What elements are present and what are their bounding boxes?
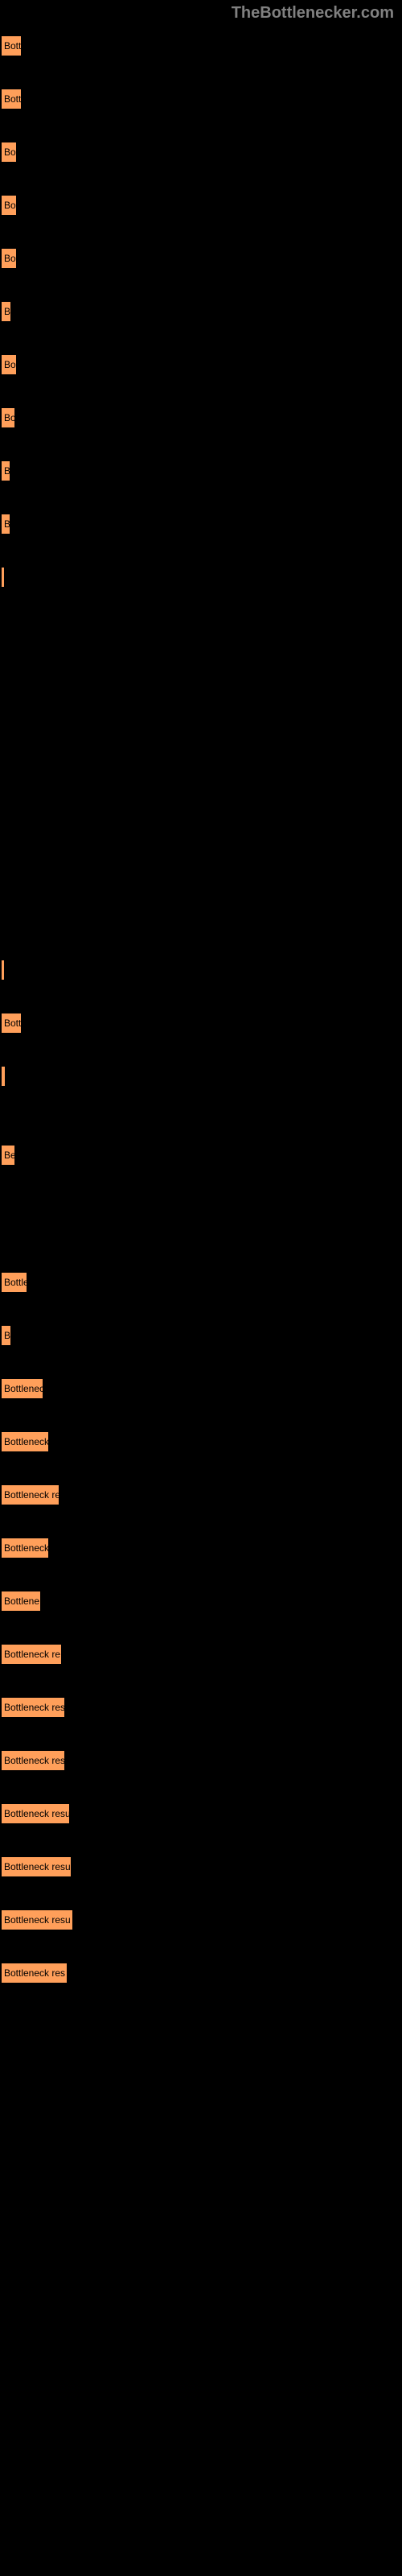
chart-bar: Bo xyxy=(0,407,16,429)
bar-row xyxy=(0,566,402,588)
chart-bar: Bottleneck res xyxy=(0,1962,68,1984)
bar-row: Bo xyxy=(0,407,402,429)
chart-bar: B xyxy=(0,513,11,535)
bar-row: Bo xyxy=(0,353,402,376)
bar-row: Bottleneck re xyxy=(0,1643,402,1666)
chart-bar: Bottleneck re xyxy=(0,1484,60,1506)
bar-row: Bottleneck xyxy=(0,1430,402,1453)
bar-row: B xyxy=(0,513,402,535)
bar-row: Bottleneck res xyxy=(0,1962,402,1984)
chart-bar: Bottleneck res xyxy=(0,1749,66,1772)
chart-bar: Bottleneck res xyxy=(0,1696,66,1719)
bar-row: Bo xyxy=(0,247,402,270)
bar-row: B xyxy=(0,1324,402,1347)
bar-row: Bottleneck re xyxy=(0,1484,402,1506)
bar-chart: Bott Bott Bo Bo Bo B Bo Bo B B Bott Be Bottle B Bottle… xyxy=(0,27,402,2023)
chart-bar: Bo xyxy=(0,353,18,376)
bar-row: Bottle xyxy=(0,1271,402,1294)
bar-row: B xyxy=(0,300,402,323)
chart-bar: B xyxy=(0,300,12,323)
chart-bar: B xyxy=(0,460,11,482)
chart-bar: Bott xyxy=(0,1012,23,1034)
bar-row: Bottlenec xyxy=(0,1377,402,1400)
chart-bar: Bottleneck xyxy=(0,1430,50,1453)
chart-bar: B xyxy=(0,1324,12,1347)
bar-row xyxy=(0,1065,402,1088)
bar-row: Be xyxy=(0,1144,402,1166)
chart-bar: Bo xyxy=(0,247,18,270)
bar-row: Bo xyxy=(0,194,402,217)
page-header: TheBottlenecker.com xyxy=(0,0,402,27)
chart-bar: Bottleneck resu xyxy=(0,1856,72,1878)
bar-row: Bottleneck xyxy=(0,1537,402,1559)
chart-bar: Bottle xyxy=(0,1271,28,1294)
bar-row: Bott xyxy=(0,88,402,110)
bar-row: B xyxy=(0,460,402,482)
chart-bar: Bott xyxy=(0,88,23,110)
bar-row: Bo xyxy=(0,141,402,163)
chart-bar: Bo xyxy=(0,194,18,217)
bar-row: Bottleneck resu xyxy=(0,1909,402,1931)
chart-bar xyxy=(0,1065,6,1088)
bar-row: Bott xyxy=(0,35,402,57)
site-logo-text: TheBottlenecker.com xyxy=(232,4,394,22)
chart-bar: Bo xyxy=(0,141,18,163)
bar-row: Bottleneck res xyxy=(0,1696,402,1719)
bar-row: Bottleneck resu xyxy=(0,1856,402,1878)
bar-row xyxy=(0,959,402,981)
chart-bar: Bottleneck resu xyxy=(0,1909,74,1931)
chart-bar: Bottlene xyxy=(0,1590,42,1612)
bar-row: Bott xyxy=(0,1012,402,1034)
chart-bar: Bottleneck re xyxy=(0,1643,63,1666)
chart-bar: Be xyxy=(0,1144,16,1166)
bar-row: Bottleneck resu xyxy=(0,1802,402,1825)
chart-bar: Bottlenec xyxy=(0,1377,44,1400)
bar-row: Bottleneck res xyxy=(0,1749,402,1772)
chart-bar: Bott xyxy=(0,35,23,57)
chart-bar: Bottleneck resu xyxy=(0,1802,71,1825)
bar-row: Bottlene xyxy=(0,1590,402,1612)
chart-bar xyxy=(0,959,6,981)
chart-bar: Bottleneck xyxy=(0,1537,50,1559)
chart-bar xyxy=(0,566,6,588)
